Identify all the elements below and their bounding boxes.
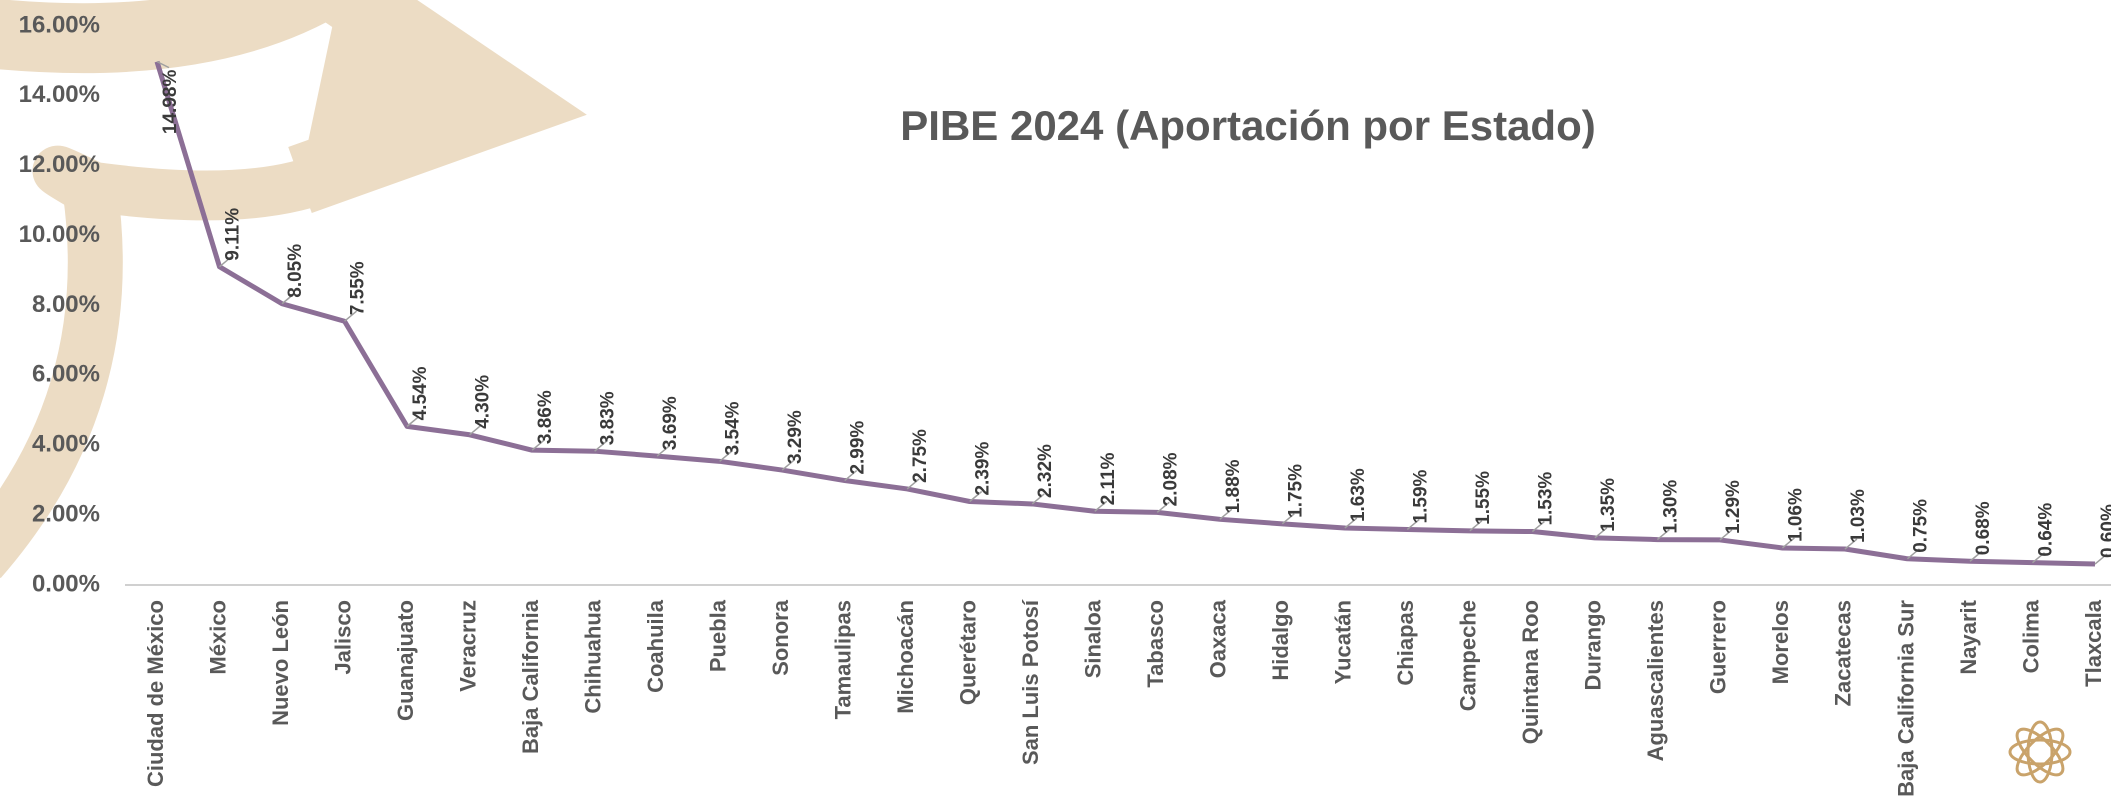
x-tick-label: Guerrero bbox=[1706, 600, 1731, 694]
data-label: 0.64% bbox=[2035, 503, 2056, 557]
data-label: 1.88% bbox=[1223, 459, 1244, 513]
x-tick-label: Guanajuato bbox=[393, 600, 418, 721]
x-tick-label: Chiapas bbox=[1393, 600, 1418, 686]
data-label: 0.68% bbox=[1973, 501, 1994, 555]
y-tick-label: 16.00% bbox=[19, 11, 100, 38]
data-label: 3.54% bbox=[723, 401, 744, 455]
y-tick-label: 8.00% bbox=[32, 291, 100, 318]
data-label: 1.29% bbox=[1723, 480, 1744, 534]
x-tick-label: Baja California bbox=[518, 599, 543, 754]
data-label: 3.86% bbox=[535, 390, 556, 444]
data-label: 1.55% bbox=[1473, 471, 1494, 525]
data-label: 1.63% bbox=[1348, 468, 1369, 522]
data-label: 1.75% bbox=[1285, 464, 1306, 518]
data-label: 0.75% bbox=[1910, 499, 1931, 553]
x-tick-label: Coahuila bbox=[643, 599, 668, 693]
data-label: 2.75% bbox=[910, 429, 931, 483]
data-label: 1.53% bbox=[1535, 472, 1556, 526]
x-tick-label: Puebla bbox=[705, 599, 730, 672]
data-label: 4.30% bbox=[473, 375, 494, 429]
data-label: 2.32% bbox=[1035, 444, 1056, 498]
y-tick-label: 14.00% bbox=[19, 81, 100, 108]
x-tick-label: Tabasco bbox=[1143, 600, 1168, 688]
y-tick-label: 4.00% bbox=[32, 431, 100, 458]
data-label: 2.99% bbox=[848, 421, 869, 475]
x-tick-label: Querétaro bbox=[956, 600, 981, 705]
y-tick-label: 10.00% bbox=[19, 221, 100, 248]
x-tick-label: Yucatán bbox=[1331, 600, 1356, 684]
x-tick-label: Durango bbox=[1581, 600, 1606, 690]
x-tick-label: Tlaxcala bbox=[2081, 599, 2106, 687]
data-label: 7.55% bbox=[348, 261, 369, 315]
data-label: 1.59% bbox=[1410, 469, 1431, 523]
chart: PIBE 2024 (Aportación por Estado) 0.00% 2… bbox=[0, 0, 2111, 802]
x-tick-label: Sinaloa bbox=[1081, 599, 1106, 678]
x-tick-label: México bbox=[205, 600, 230, 675]
x-tick-label: Tamaulipas bbox=[830, 600, 855, 719]
x-tick-label: Hidalgo bbox=[1268, 600, 1293, 681]
x-tick-label: Nuevo León bbox=[268, 600, 293, 726]
chart-title: PIBE 2024 (Aportación por Estado) bbox=[900, 102, 1595, 149]
data-label: 9.11% bbox=[223, 208, 244, 261]
x-tick-label: Veracruz bbox=[455, 600, 480, 692]
y-tick-label: 6.00% bbox=[32, 361, 100, 388]
y-tick-label: 12.00% bbox=[19, 151, 100, 178]
data-label: 2.39% bbox=[973, 442, 994, 496]
data-label: 8.05% bbox=[285, 244, 306, 298]
data-label: 2.08% bbox=[1160, 452, 1181, 506]
x-tick-label: Jalisco bbox=[330, 600, 355, 675]
data-label: 1.30% bbox=[1660, 480, 1681, 534]
data-label: 1.06% bbox=[1785, 488, 1806, 542]
data-label: 14.98% bbox=[160, 70, 181, 135]
x-tick-label: San Luis Potosí bbox=[1018, 599, 1043, 765]
x-tick-label: Campeche bbox=[1456, 600, 1481, 711]
data-label: 1.35% bbox=[1598, 478, 1619, 532]
x-tick-label: Chihuahua bbox=[580, 599, 605, 713]
data-label: 2.11% bbox=[1098, 452, 1119, 505]
x-tick-label: Quintana Roo bbox=[1518, 600, 1543, 744]
x-tick-label: Sonora bbox=[768, 599, 793, 676]
data-label: 0.60% bbox=[2098, 504, 2111, 558]
x-tick-label: Colima bbox=[2018, 599, 2043, 673]
x-tick-label: Nayarit bbox=[1956, 599, 1981, 674]
logo bbox=[2010, 722, 2070, 782]
data-label: 1.03% bbox=[1848, 489, 1869, 543]
y-tick-label: 2.00% bbox=[32, 500, 100, 527]
data-label: 3.29% bbox=[785, 410, 806, 464]
data-label: 4.54% bbox=[410, 366, 431, 420]
x-tick-label: Michoacán bbox=[893, 600, 918, 714]
x-tick-label: Baja California Sur bbox=[1893, 600, 1918, 797]
y-tick-label: 0.00% bbox=[32, 570, 100, 597]
x-tick-label: Aguascalientes bbox=[1643, 600, 1668, 761]
decor-wedge bbox=[300, 0, 510, 180]
data-label: 3.83% bbox=[598, 391, 619, 445]
data-label: 3.69% bbox=[660, 396, 681, 450]
x-tick-label: Morelos bbox=[1768, 600, 1793, 684]
x-tick-label: Ciudad de México bbox=[143, 600, 168, 787]
x-tick-label: Zacatecas bbox=[1831, 600, 1856, 706]
x-tick-label: Oaxaca bbox=[1206, 599, 1231, 678]
